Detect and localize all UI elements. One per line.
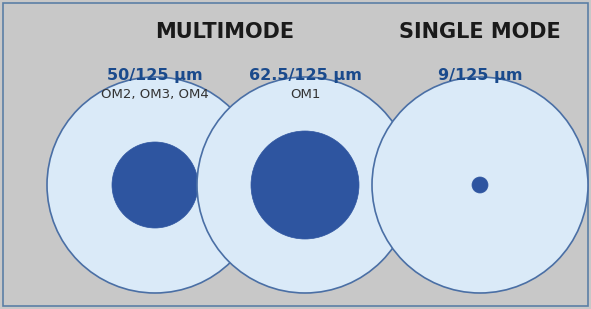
Text: 62.5/125 μm: 62.5/125 μm <box>249 68 362 83</box>
Circle shape <box>472 177 488 193</box>
Text: 50/125 μm: 50/125 μm <box>107 68 203 83</box>
Circle shape <box>112 142 198 228</box>
Text: OM2, OM3, OM4: OM2, OM3, OM4 <box>101 88 209 101</box>
Circle shape <box>372 77 588 293</box>
Text: SINGLE MODE: SINGLE MODE <box>399 22 561 42</box>
Text: MULTIMODE: MULTIMODE <box>155 22 294 42</box>
Circle shape <box>251 131 359 239</box>
Circle shape <box>47 77 263 293</box>
Circle shape <box>197 77 413 293</box>
Text: 9/125 μm: 9/125 μm <box>438 68 522 83</box>
Text: OM1: OM1 <box>290 88 320 101</box>
